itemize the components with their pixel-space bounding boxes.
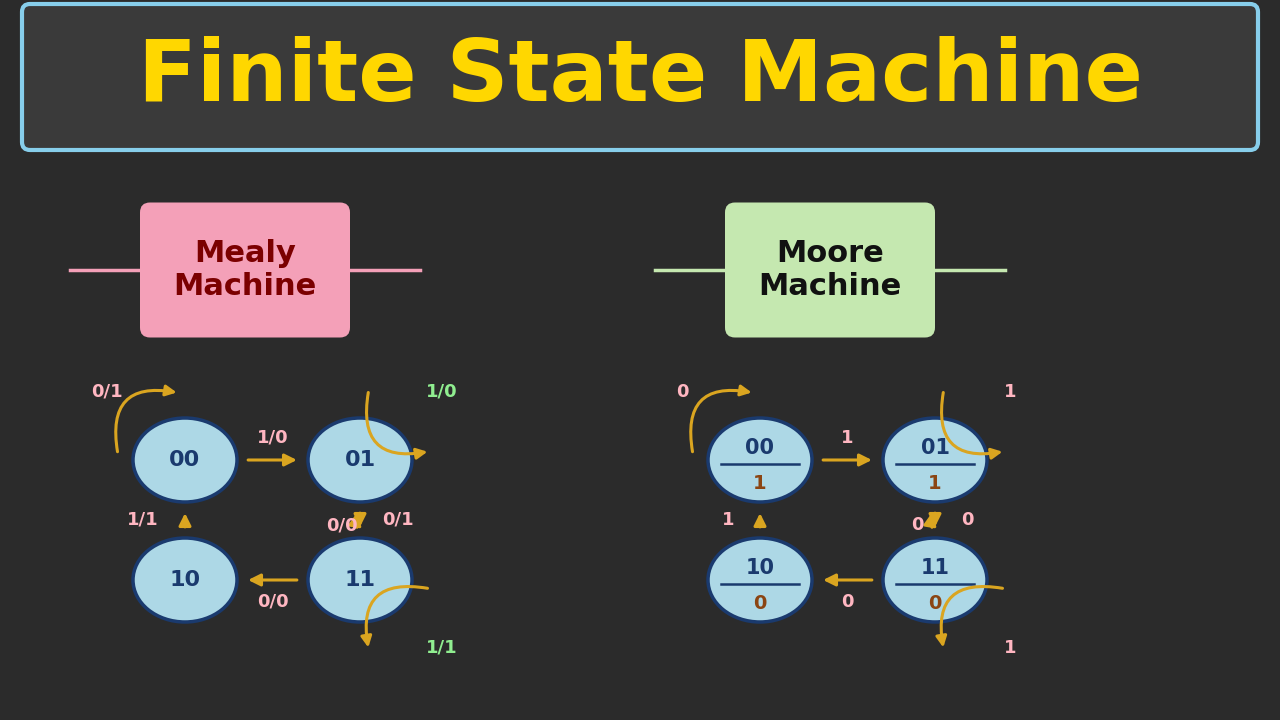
Ellipse shape — [133, 418, 237, 502]
Ellipse shape — [308, 538, 412, 622]
Ellipse shape — [133, 538, 237, 622]
Ellipse shape — [883, 538, 987, 622]
Text: 0: 0 — [961, 511, 973, 529]
Text: 0/0: 0/0 — [326, 516, 358, 534]
Text: 0/0: 0/0 — [257, 593, 288, 611]
Text: 1/0: 1/0 — [257, 429, 288, 447]
Text: 10: 10 — [169, 570, 201, 590]
Text: 00: 00 — [745, 438, 774, 458]
Text: 0/1: 0/1 — [91, 383, 123, 401]
Text: 1: 1 — [1004, 639, 1016, 657]
Text: 01: 01 — [920, 438, 950, 458]
Text: 0: 0 — [676, 383, 689, 401]
Text: 1/0: 1/0 — [426, 383, 458, 401]
Text: 11: 11 — [344, 570, 375, 590]
Text: 1: 1 — [928, 474, 942, 492]
Text: 0/1: 0/1 — [383, 511, 413, 529]
Text: 00: 00 — [169, 450, 201, 470]
Text: 1: 1 — [753, 474, 767, 492]
Text: Moore
Machine: Moore Machine — [758, 239, 901, 301]
Text: 0: 0 — [911, 516, 923, 534]
FancyBboxPatch shape — [724, 202, 934, 338]
FancyBboxPatch shape — [140, 202, 349, 338]
Text: 11: 11 — [920, 558, 950, 578]
Text: 01: 01 — [344, 450, 375, 470]
FancyBboxPatch shape — [22, 4, 1258, 150]
Text: 10: 10 — [745, 558, 774, 578]
Text: 1/1: 1/1 — [127, 511, 159, 529]
Text: 1: 1 — [841, 429, 854, 447]
Ellipse shape — [708, 538, 812, 622]
Text: 1/1: 1/1 — [426, 639, 458, 657]
Text: Finite State Machine: Finite State Machine — [137, 35, 1143, 119]
Ellipse shape — [308, 418, 412, 502]
Text: 0: 0 — [928, 593, 942, 613]
Text: 1: 1 — [722, 511, 735, 529]
Ellipse shape — [883, 418, 987, 502]
Text: 1: 1 — [1004, 383, 1016, 401]
Text: 0: 0 — [841, 593, 854, 611]
Text: Mealy
Machine: Mealy Machine — [173, 239, 316, 301]
Ellipse shape — [708, 418, 812, 502]
Text: 0: 0 — [754, 593, 767, 613]
